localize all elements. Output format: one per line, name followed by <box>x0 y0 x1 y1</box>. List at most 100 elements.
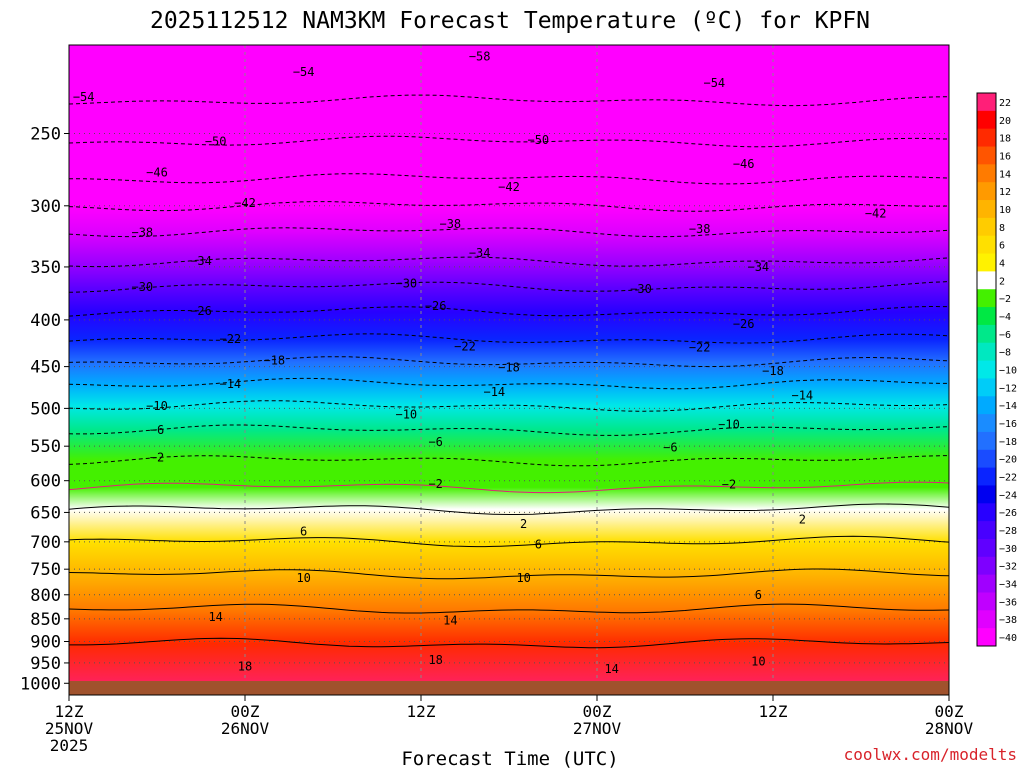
isotherm-label: −14 <box>483 385 505 399</box>
colorbar-swatch <box>977 503 996 522</box>
colorbar-label: −4 <box>999 312 1011 323</box>
isotherm-label: 6 <box>755 588 762 602</box>
isotherm-label: 6 <box>300 524 307 538</box>
y-tick-label: 500 <box>30 399 61 419</box>
colorbar-swatch <box>977 592 996 611</box>
isotherm-label: −26 <box>190 304 212 318</box>
x-tick-label: 28NOV <box>925 719 974 738</box>
colorbar-swatch <box>977 235 996 255</box>
colorbar-label: 12 <box>999 187 1011 198</box>
isotherm-line <box>69 481 949 494</box>
colorbar-frame <box>976 92 997 647</box>
y-axis-ticks: 2503003504004505005506006507007508008509… <box>20 124 69 694</box>
colorbar-label: −2 <box>999 294 1011 305</box>
isotherm-label: 14 <box>443 614 457 628</box>
isotherm-label: −2 <box>428 477 442 491</box>
colorbar-swatch <box>977 324 996 344</box>
isotherm-label: 6 <box>535 538 542 552</box>
x-tick-label: 26NOV <box>221 719 270 738</box>
colorbar-swatch <box>977 93 996 112</box>
y-tick-label: 650 <box>30 503 61 523</box>
colorbar-label: 14 <box>999 169 1011 180</box>
colorbar-swatch <box>977 449 996 469</box>
colorbar-label: −18 <box>999 437 1017 448</box>
isotherm-label: −50 <box>527 133 549 147</box>
isotherm-label: −58 <box>469 50 491 64</box>
isotherm-label: −2 <box>722 478 736 492</box>
x-tick-label: 25NOV <box>45 719 94 738</box>
x-tick-label: 00Z <box>583 702 612 721</box>
isotherm-label: −6 <box>150 423 164 437</box>
isotherm-label: −54 <box>703 76 725 90</box>
colorbar-label: 6 <box>999 241 1005 252</box>
isotherm-label: 2 <box>520 517 527 531</box>
x-tick-label: 2025 <box>50 736 89 755</box>
isotherm-label: 18 <box>428 653 442 667</box>
colorbar-label: 22 <box>999 98 1011 109</box>
colorbar-label: −34 <box>999 580 1017 591</box>
y-tick-label: 600 <box>30 472 61 492</box>
isotherm-label: −14 <box>219 377 241 391</box>
isotherm-label: −6 <box>663 441 677 455</box>
x-tick-label: 12Z <box>759 702 788 721</box>
colorbar-label: 10 <box>999 205 1011 216</box>
isotherm-label: −6 <box>428 435 442 449</box>
colorbar-swatch <box>977 342 996 362</box>
y-tick-label: 750 <box>30 560 61 580</box>
isotherm-label: −2 <box>150 451 164 465</box>
colorbar-swatch <box>977 128 996 148</box>
colorbar-swatch <box>977 217 996 237</box>
y-tick-label: 450 <box>30 358 61 378</box>
isotherm-label: −18 <box>762 364 784 378</box>
colorbar-label: 20 <box>999 116 1011 127</box>
isotherm-label: −10 <box>395 408 417 422</box>
colorbar-label: −38 <box>999 615 1017 626</box>
colorbar-swatch <box>977 556 996 576</box>
colorbar-swatch <box>977 396 996 415</box>
colorbar-swatch <box>977 610 996 629</box>
isotherm-label: −14 <box>791 388 813 402</box>
isotherm-label: −18 <box>263 353 285 367</box>
colorbar-swatch <box>977 414 996 433</box>
isotherm-label: 14 <box>604 662 618 676</box>
isotherm-label: −42 <box>498 180 520 194</box>
y-tick-label: 400 <box>30 311 61 331</box>
colorbar-label: −14 <box>999 401 1017 412</box>
colorbar-label: −32 <box>999 562 1017 573</box>
colorbar-swatch <box>977 200 996 219</box>
colorbar-label: 2 <box>999 276 1005 287</box>
isotherm-label: −30 <box>395 277 417 291</box>
colorbar-swatch <box>977 378 996 397</box>
isotherm-label: −34 <box>469 246 491 260</box>
x-tick-label: 00Z <box>231 702 260 721</box>
x-tick-label: 12Z <box>407 702 436 721</box>
isotherm-label: 14 <box>208 610 222 624</box>
y-tick-label: 1000 <box>20 674 61 694</box>
y-tick-label: 900 <box>30 632 61 652</box>
colorbar-label: 16 <box>999 151 1011 162</box>
isotherm-line <box>69 503 949 515</box>
y-tick-label: 800 <box>30 586 61 606</box>
colorbar-label: −30 <box>999 544 1017 555</box>
colorbar-label: −6 <box>999 330 1011 341</box>
colorbar-swatch <box>977 164 996 183</box>
isotherm-label: −38 <box>131 226 153 240</box>
colorbar-label: −40 <box>999 633 1017 644</box>
credit-text[interactable]: coolwx.com/modelts <box>844 745 1017 764</box>
isotherm-line <box>69 568 949 580</box>
colorbar-swatch <box>977 485 996 504</box>
isotherm-label: −18 <box>498 360 520 374</box>
colorbar-swatch <box>977 146 996 165</box>
grid-lines <box>69 45 949 695</box>
isotherm-label: −34 <box>190 254 212 268</box>
isotherm-label: −46 <box>733 157 755 171</box>
isotherm-label: −38 <box>439 217 461 231</box>
colorbar-label: −8 <box>999 348 1011 359</box>
chart-title: 2025112512 NAM3KM Forecast Temperature (… <box>150 8 870 34</box>
isotherm-label: 10 <box>751 654 765 668</box>
y-tick-label: 950 <box>30 654 61 674</box>
colorbar-swatch <box>977 574 996 593</box>
isotherm-label: 2 <box>799 513 806 527</box>
isotherm-label: −38 <box>689 222 711 236</box>
